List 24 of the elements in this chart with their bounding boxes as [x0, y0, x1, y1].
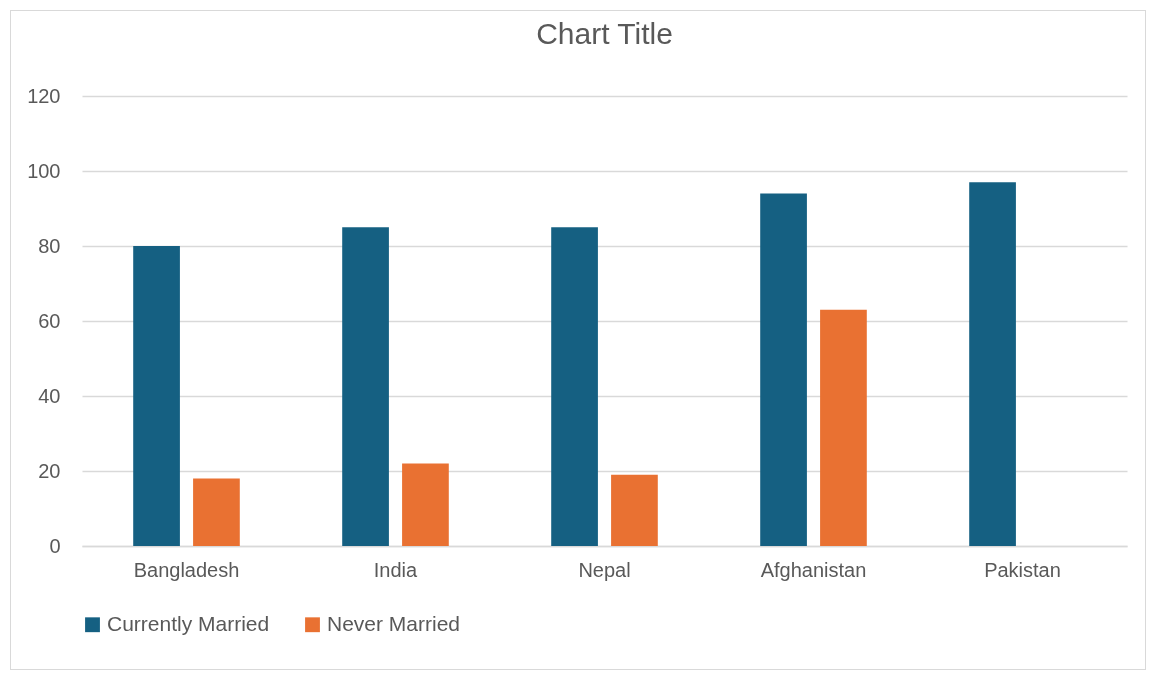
bar	[969, 182, 1016, 546]
x-tick-label: Bangladesh	[133, 558, 240, 581]
x-tick-label: Afghanistan	[760, 558, 867, 581]
legend-label: Currently Married	[107, 611, 270, 635]
x-tick-label: India	[373, 558, 419, 581]
x-tick-label: Pakistan	[984, 558, 1061, 581]
bar	[133, 246, 180, 546]
chart-title: Chart Title	[536, 17, 673, 50]
bar	[760, 193, 807, 546]
bar	[551, 227, 598, 546]
bar	[193, 478, 240, 546]
y-tick-label: 120	[27, 84, 61, 107]
bar	[342, 227, 389, 546]
bar	[820, 309, 867, 546]
bar	[402, 463, 449, 546]
x-tick-label: Nepal	[578, 558, 631, 581]
y-tick-label: 100	[27, 159, 61, 182]
y-tick-label: 20	[38, 459, 61, 482]
bar	[611, 474, 658, 546]
y-tick-label: 60	[38, 309, 61, 332]
y-tick-label: 0	[49, 534, 61, 557]
y-tick-label: 40	[38, 384, 61, 407]
y-tick-label: 80	[38, 234, 61, 257]
legend-label: Never Married	[327, 611, 461, 635]
